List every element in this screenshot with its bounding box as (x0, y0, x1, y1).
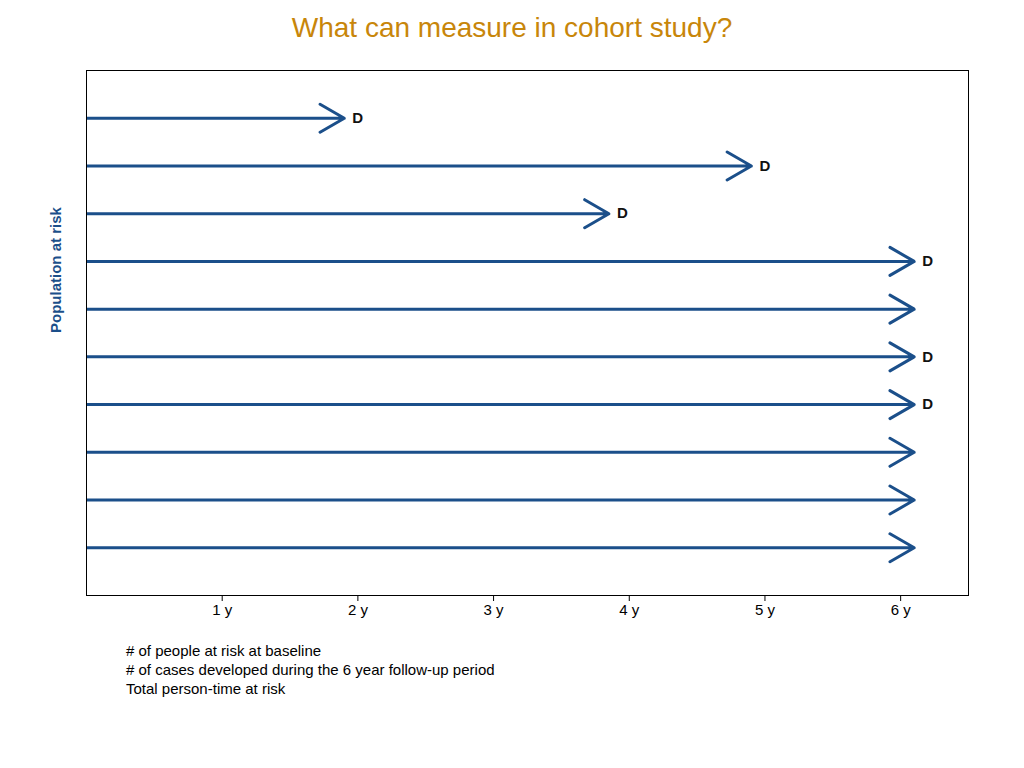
svg-text:6 y: 6 y (891, 601, 912, 618)
html-text:# of cases developed during th: # of cases developed during the 6 year f… (126, 661, 495, 678)
svg-text:D: D (617, 204, 628, 221)
svg-text:4 y: 4 y (619, 601, 640, 618)
svg-text:D: D (352, 109, 363, 126)
svg-text:D: D (922, 252, 933, 269)
html-text:# of people at risk at baselin: # of people at risk at baseline (126, 642, 322, 659)
svg-text:Population at risk: Population at risk (47, 206, 64, 333)
svg-text:D: D (759, 157, 770, 174)
html-text:Total person-time at risk: Total person-time at risk (126, 680, 286, 697)
svg-text:3 y: 3 y (484, 601, 505, 618)
svg-text:2 y: 2 y (348, 601, 369, 618)
svg-text:1 y: 1 y (212, 601, 233, 618)
svg-text:D: D (922, 395, 933, 412)
svg-text:5 y: 5 y (755, 601, 776, 618)
html-text:What can measure in cohort stu: What can measure in cohort study? (291, 12, 733, 43)
svg-text:D: D (922, 348, 933, 365)
